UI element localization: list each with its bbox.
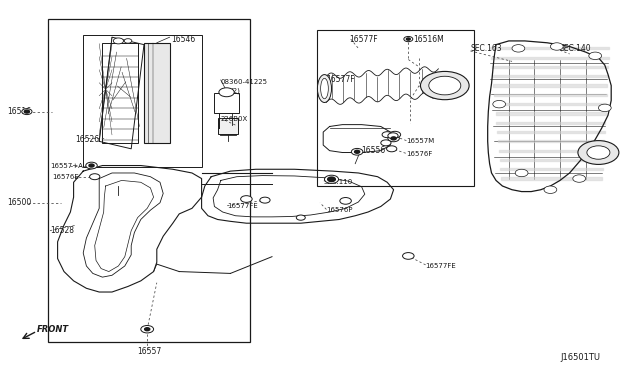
Text: 16500: 16500 [8, 198, 32, 207]
Ellipse shape [317, 74, 332, 102]
Circle shape [387, 146, 397, 152]
Circle shape [512, 45, 525, 52]
Text: 16557M: 16557M [406, 138, 435, 144]
Circle shape [404, 36, 413, 42]
Text: J16501TU: J16501TU [560, 353, 600, 362]
Circle shape [381, 140, 391, 146]
Text: 08360-41225: 08360-41225 [221, 79, 268, 85]
Circle shape [219, 88, 234, 97]
Circle shape [429, 76, 461, 95]
Text: (2): (2) [230, 88, 240, 94]
Circle shape [403, 253, 414, 259]
Text: 16557+A: 16557+A [50, 163, 83, 169]
Circle shape [598, 104, 611, 112]
Circle shape [90, 174, 100, 180]
Circle shape [340, 198, 351, 204]
Bar [83, 35, 202, 167]
Text: SEC.163: SEC.163 [470, 44, 502, 53]
Circle shape [124, 39, 132, 43]
Text: 226B0X: 226B0X [221, 116, 248, 122]
Circle shape [113, 38, 124, 44]
Circle shape [355, 150, 360, 153]
Circle shape [420, 71, 469, 100]
Text: SEC.110: SEC.110 [323, 179, 353, 185]
Circle shape [260, 197, 270, 203]
Circle shape [493, 100, 506, 108]
Text: FRONT: FRONT [37, 325, 69, 334]
Bar [48, 19, 250, 342]
Circle shape [573, 175, 586, 182]
Circle shape [578, 141, 619, 164]
Circle shape [86, 162, 97, 169]
Circle shape [145, 328, 150, 331]
Circle shape [389, 131, 401, 138]
Circle shape [241, 196, 252, 202]
Bar [102, 43, 138, 143]
Circle shape [388, 135, 399, 142]
Circle shape [391, 137, 396, 140]
Circle shape [324, 175, 339, 183]
Circle shape [544, 186, 557, 193]
Text: SEC.140: SEC.140 [560, 44, 591, 53]
Circle shape [89, 164, 94, 167]
Circle shape [388, 133, 398, 139]
Bar [214, 93, 239, 113]
Circle shape [296, 215, 305, 220]
Text: 16577F: 16577F [326, 76, 355, 84]
Text: 16577F: 16577F [349, 35, 378, 44]
Text: 16576E: 16576E [52, 174, 79, 180]
Text: 16556: 16556 [362, 146, 386, 155]
Bar [144, 43, 170, 143]
Text: 16577FE: 16577FE [426, 263, 456, 269]
Circle shape [587, 146, 610, 159]
Text: 16516M: 16516M [413, 35, 444, 44]
Circle shape [515, 169, 528, 177]
Circle shape [351, 148, 363, 155]
Circle shape [382, 132, 392, 138]
Circle shape [22, 109, 32, 115]
Text: 16576P: 16576P [326, 207, 353, 213]
Text: 16557: 16557 [138, 347, 162, 356]
Text: 16577FE: 16577FE [227, 203, 258, 209]
Bar [317, 30, 474, 186]
Text: 16528: 16528 [50, 226, 74, 235]
Circle shape [24, 110, 29, 113]
Text: 16576F: 16576F [406, 151, 433, 157]
Circle shape [589, 52, 602, 60]
Circle shape [329, 178, 334, 181]
Text: 16516: 16516 [8, 107, 32, 116]
Circle shape [141, 326, 154, 333]
Circle shape [550, 43, 563, 50]
Text: 16546: 16546 [172, 35, 196, 44]
Bar [218, 118, 238, 134]
Ellipse shape [321, 78, 328, 99]
Circle shape [406, 38, 410, 40]
Circle shape [328, 177, 335, 182]
Text: 16526: 16526 [76, 135, 100, 144]
